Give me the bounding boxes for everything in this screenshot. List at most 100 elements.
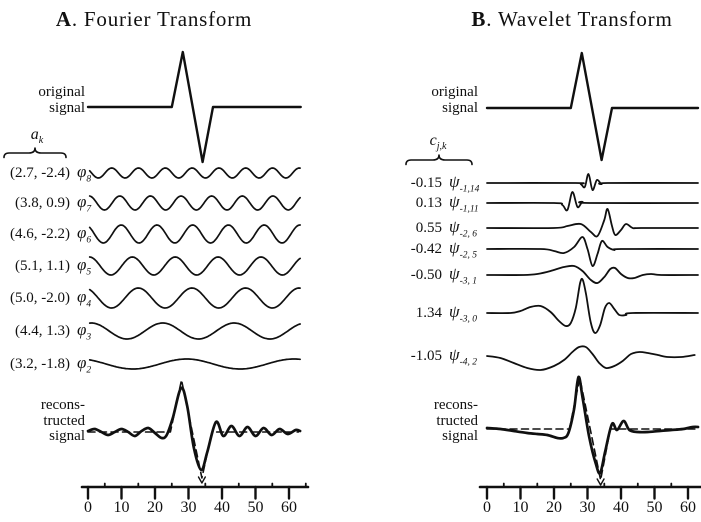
panel-a-basis-phi_4 xyxy=(88,287,301,309)
panel-a-row-label-phi2: (3.2, -1.8) φ2 xyxy=(0,353,91,375)
panel-b-axis-tick-60: 60 xyxy=(680,499,696,516)
panel-b-reconstructed-signal-curve xyxy=(485,375,700,475)
panel-b-basis-psi_-3,1 xyxy=(486,264,699,284)
panel-b-original-signal-curve xyxy=(485,51,700,162)
coef-value: (3.8, 0.9) xyxy=(15,195,70,211)
phi-symbol: φ xyxy=(77,353,87,372)
panel-a-row-label-phi3: (4.4, 1.3) φ3 xyxy=(0,320,91,342)
panel-a-title: A. Fourier Transform xyxy=(34,7,274,32)
panel-b-row-label-psi-1-14: -0.15 ψ-1,14 xyxy=(398,172,480,195)
panel-b-title-letter: B xyxy=(471,7,487,31)
coef-value: (4.4, 1.3) xyxy=(15,323,70,339)
label-line: signal xyxy=(49,99,85,116)
panel-b-axis-tick-0: 0 xyxy=(483,499,491,516)
panel-a-row-label-phi5: (5.1, 1.1) φ5 xyxy=(0,255,91,277)
phi-subscript: 4 xyxy=(86,299,92,310)
panel-b-row-label-psi-4-2: -1.05 ψ-4, 2 xyxy=(398,345,477,367)
panel-b-basis-psi_-1,11 xyxy=(486,191,699,212)
psi-subscript: -1,14 xyxy=(459,184,480,195)
psi-subscript: -1,11 xyxy=(459,204,479,215)
psi-symbol: ψ xyxy=(449,217,460,236)
panel-a-axis-tick-60: 60 xyxy=(281,499,297,516)
panel-a-axis-tick-30: 30 xyxy=(180,499,197,516)
coef-value: -0.50 xyxy=(410,267,442,283)
panel-a-axis-tick-50: 50 xyxy=(247,499,264,516)
coef-value: -0.42 xyxy=(410,241,442,257)
panel-b-basis-psi_-3,0 xyxy=(486,277,699,334)
panel-a-original-signal-curve xyxy=(86,50,302,164)
phi-subscript: 2 xyxy=(86,365,92,376)
panel-a-basis-phi_3 xyxy=(88,322,301,340)
coef-symbol: c xyxy=(429,132,437,149)
panel-a-coefficient-header: ak xyxy=(12,126,62,146)
psi-subscript: -4, 2 xyxy=(459,357,477,368)
panel-b-axis-tick-40: 40 xyxy=(613,499,629,516)
basis-symbol: ψ-3, 1 xyxy=(449,264,477,286)
coef-value: (5.1, 1.1) xyxy=(15,258,70,274)
panel-a-row-label-phi8: (2.7, -2.4) φ8 xyxy=(0,162,91,184)
panel-b-original-signal-label: original signal xyxy=(413,84,478,116)
panel-b-row-label-psi-3-0: 1.34 ψ-3, 0 xyxy=(398,302,477,324)
label-line: signal xyxy=(49,428,85,444)
basis-symbol: φ3 xyxy=(77,320,91,342)
panel-a-basis-phi_7 xyxy=(88,195,301,211)
panel-a-dashed-trough-arrow xyxy=(197,476,206,484)
panel-a-coefficient-brace xyxy=(3,147,67,159)
panel-b-basis-psi_-1,14 xyxy=(486,173,699,191)
coef-value: 0.13 xyxy=(415,195,442,211)
psi-symbol: ψ xyxy=(449,302,460,321)
panel-b-axis-tick-10: 10 xyxy=(512,499,529,516)
panel-a-basis-phi_6 xyxy=(88,224,301,244)
panel-b-row-label-psi-2-5: -0.42 ψ-2, 5 xyxy=(398,238,477,260)
panel-b-title-text: . Wavelet Transform xyxy=(486,7,673,31)
panel-a-axis-tick-10: 10 xyxy=(113,499,130,516)
panel-a-basis-phi_5 xyxy=(88,256,301,276)
panel-a-original-signal-label: original signal xyxy=(20,84,85,116)
coef-value: (2.7, -2.4) xyxy=(10,165,70,181)
basis-symbol: φ6 xyxy=(77,223,91,245)
psi-subscript: -2, 6 xyxy=(459,229,477,240)
basis-symbol: ψ-1,11 xyxy=(449,192,479,214)
label-line: tructed xyxy=(43,412,85,429)
label-line: original xyxy=(431,84,478,100)
panel-b-axis-tick-50: 50 xyxy=(646,499,663,516)
basis-symbol: ψ-3, 0 xyxy=(449,302,477,324)
panel-a-row-label-phi7: (3.8, 0.9) φ7 xyxy=(0,192,91,214)
panel-b-title: B. Wavelet Transform xyxy=(452,7,692,32)
psi-subscript: -3, 1 xyxy=(459,276,477,287)
basis-symbol: φ7 xyxy=(77,192,91,214)
panel-a-title-text: . Fourier Transform xyxy=(71,7,253,31)
phi-symbol: φ xyxy=(77,320,87,339)
panel-b-axis-tick-30: 30 xyxy=(579,499,596,516)
coef-value: 0.55 xyxy=(415,220,442,236)
panel-b-basis-psi_-2,6 xyxy=(486,208,699,238)
panel-a-reconstructed-signal-curve xyxy=(86,386,302,472)
panel-b-axis-tick-20: 20 xyxy=(546,499,562,516)
psi-symbol: ψ xyxy=(449,172,460,191)
panel-a-basis-phi_8 xyxy=(88,167,301,179)
coef-value: -1.05 xyxy=(410,348,442,364)
panel-b-coefficient-header: cj,k xyxy=(412,132,464,152)
phi-symbol: φ xyxy=(77,192,87,211)
panel-b-row-label-psi-3-1: -0.50 ψ-3, 1 xyxy=(398,264,477,286)
phi-symbol: φ xyxy=(77,162,87,181)
psi-symbol: ψ xyxy=(449,238,460,257)
coef-value: 1.34 xyxy=(415,305,442,321)
panel-b-reconstructed-label: recons- tructed signal xyxy=(413,397,478,445)
basis-symbol: φ4 xyxy=(77,287,91,309)
panel-a-axis-tick-0: 0 xyxy=(84,499,92,516)
label-line: original xyxy=(38,84,85,100)
phi-subscript: 6 xyxy=(86,235,92,246)
panel-a-title-letter: A xyxy=(55,7,72,31)
panel-b-row-label-psi-2-6: 0.55 ψ-2, 6 xyxy=(398,217,477,239)
basis-symbol: ψ-2, 6 xyxy=(449,217,477,239)
panel-b-basis-psi_-2,5 xyxy=(486,236,699,267)
coef-value: (3.2, -1.8) xyxy=(10,356,70,372)
panel-a-row-label-phi6: (4.6, -2.2) φ6 xyxy=(0,223,91,245)
label-line: signal xyxy=(442,428,478,444)
panel-a-row-label-phi4: (5.0, -2.0) φ4 xyxy=(0,287,91,309)
panel-b-dashed-trough-arrow xyxy=(596,478,605,486)
psi-subscript: -2, 5 xyxy=(459,250,477,261)
